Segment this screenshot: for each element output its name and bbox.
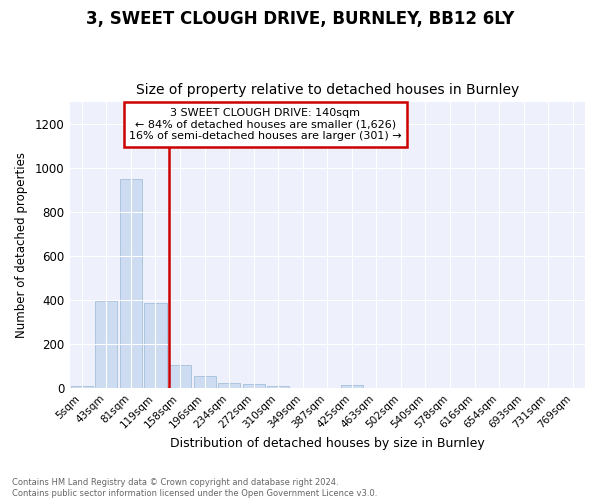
Bar (242, 384, 265, 388)
Bar (341, 385, 363, 388)
Text: Contains HM Land Registry data © Crown copyright and database right 2024.
Contai: Contains HM Land Registry data © Crown c… (12, 478, 377, 498)
Bar (95, 302, 118, 388)
Bar (71, 386, 93, 388)
Text: 3 SWEET CLOUGH DRIVE: 140sqm
← 84% of detached houses are smaller (1,626)
16% of: 3 SWEET CLOUGH DRIVE: 140sqm ← 84% of de… (129, 108, 402, 142)
Bar (194, 376, 215, 388)
Text: 3, SWEET CLOUGH DRIVE, BURNLEY, BB12 6LY: 3, SWEET CLOUGH DRIVE, BURNLEY, BB12 6LY (86, 10, 514, 28)
Bar (218, 383, 240, 388)
Bar (145, 302, 167, 388)
Y-axis label: Number of detached properties: Number of detached properties (15, 152, 28, 338)
Bar (169, 365, 191, 388)
Bar (267, 386, 289, 388)
Title: Size of property relative to detached houses in Burnley: Size of property relative to detached ho… (136, 83, 519, 97)
X-axis label: Distribution of detached houses by size in Burnley: Distribution of detached houses by size … (170, 437, 485, 450)
Bar (120, 180, 142, 388)
